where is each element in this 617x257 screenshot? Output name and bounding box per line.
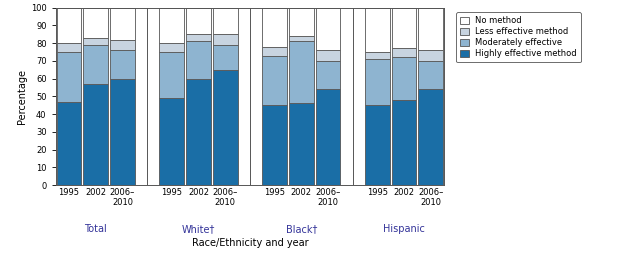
Bar: [110, 8, 135, 40]
Legend: No method, Less effective method, Moderately effective, Highly effective method: No method, Less effective method, Modera…: [456, 12, 581, 62]
Bar: [262, 47, 287, 56]
Bar: [316, 50, 341, 61]
Bar: [213, 8, 238, 34]
X-axis label: Race/Ethnicity and year: Race/Ethnicity and year: [191, 238, 308, 248]
Bar: [57, 43, 81, 52]
Text: Black†: Black†: [286, 224, 317, 234]
Bar: [418, 8, 443, 50]
Text: Total: Total: [85, 224, 107, 234]
Bar: [262, 8, 287, 47]
Bar: [57, 102, 81, 185]
Bar: [159, 98, 184, 185]
Bar: [110, 40, 135, 50]
Bar: [392, 57, 416, 100]
Bar: [83, 45, 108, 84]
Bar: [213, 70, 238, 185]
Bar: [365, 105, 389, 185]
Bar: [159, 52, 184, 98]
Bar: [159, 8, 184, 43]
Bar: [316, 89, 341, 185]
Bar: [392, 8, 416, 49]
Bar: [365, 52, 389, 59]
Bar: [392, 100, 416, 185]
Bar: [213, 45, 238, 70]
Bar: [159, 43, 184, 52]
Bar: [418, 61, 443, 89]
Bar: [57, 8, 81, 43]
Bar: [186, 41, 211, 79]
Bar: [262, 56, 287, 105]
Bar: [186, 34, 211, 41]
Bar: [392, 49, 416, 57]
Bar: [83, 84, 108, 185]
Bar: [365, 59, 389, 105]
Text: Hispanic: Hispanic: [383, 224, 425, 234]
Bar: [418, 50, 443, 61]
Bar: [365, 8, 389, 52]
Bar: [186, 79, 211, 185]
Bar: [289, 36, 313, 41]
Bar: [316, 61, 341, 89]
Bar: [262, 105, 287, 185]
Text: White†: White†: [182, 224, 215, 234]
Bar: [83, 38, 108, 45]
Bar: [57, 52, 81, 102]
Bar: [289, 104, 313, 185]
Bar: [186, 8, 211, 34]
Bar: [110, 79, 135, 185]
Bar: [213, 34, 238, 45]
Bar: [83, 8, 108, 38]
Bar: [289, 8, 313, 36]
Bar: [289, 41, 313, 104]
Bar: [110, 50, 135, 79]
Y-axis label: Percentage: Percentage: [17, 69, 27, 124]
Bar: [418, 89, 443, 185]
Bar: [316, 8, 341, 50]
